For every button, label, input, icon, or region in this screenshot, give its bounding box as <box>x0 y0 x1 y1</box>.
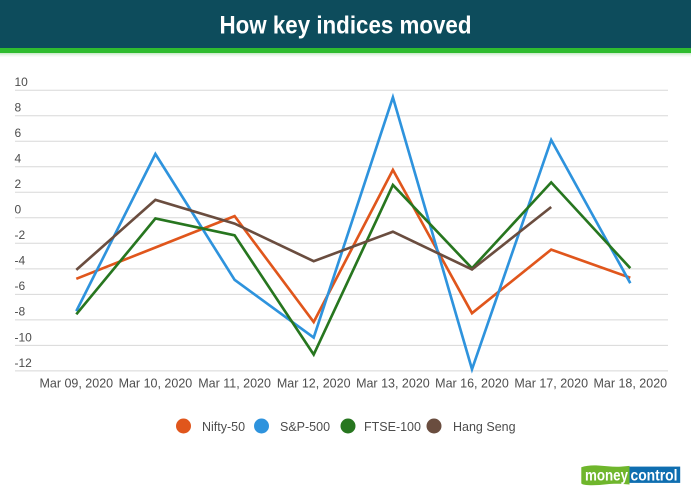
svg-text:FTSE-100: FTSE-100 <box>364 420 421 434</box>
svg-text:Mar 13, 2020: Mar 13, 2020 <box>356 377 430 391</box>
svg-text:-2: -2 <box>15 228 26 242</box>
svg-text:Mar 16, 2020: Mar 16, 2020 <box>435 377 509 391</box>
svg-text:-6: -6 <box>15 279 26 293</box>
svg-text:-12: -12 <box>15 356 33 370</box>
svg-text:4: 4 <box>15 152 22 166</box>
svg-text:Mar 18, 2020: Mar 18, 2020 <box>593 377 667 391</box>
svg-text:How key indices moved: How key indices moved <box>220 12 472 40</box>
svg-text:10: 10 <box>15 75 29 89</box>
svg-text:6: 6 <box>15 126 22 140</box>
svg-text:Mar 11, 2020: Mar 11, 2020 <box>198 377 271 391</box>
svg-text:Mar 09, 2020: Mar 09, 2020 <box>39 377 113 391</box>
svg-text:8: 8 <box>15 101 22 115</box>
svg-text:Hang Seng: Hang Seng <box>453 420 516 434</box>
svg-text:-4: -4 <box>15 254 26 268</box>
svg-text:-8: -8 <box>15 305 26 319</box>
svg-text:Mar 10, 2020: Mar 10, 2020 <box>119 377 193 391</box>
svg-text:Mar 17, 2020: Mar 17, 2020 <box>514 377 588 391</box>
svg-text:S&P-500: S&P-500 <box>280 420 330 434</box>
svg-text:0: 0 <box>15 203 22 217</box>
svg-text:Mar 12, 2020: Mar 12, 2020 <box>277 377 351 391</box>
svg-text:money: money <box>585 468 628 485</box>
svg-text:control: control <box>631 468 678 485</box>
svg-text:-10: -10 <box>15 330 33 344</box>
svg-text:Nifty-50: Nifty-50 <box>202 420 245 434</box>
svg-text:2: 2 <box>15 177 22 191</box>
